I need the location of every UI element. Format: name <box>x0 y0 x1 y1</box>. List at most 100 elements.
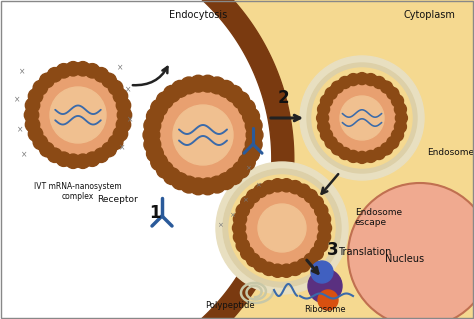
Circle shape <box>331 81 344 93</box>
Circle shape <box>300 56 424 180</box>
Circle shape <box>144 117 161 134</box>
Circle shape <box>47 148 62 162</box>
Circle shape <box>241 196 254 209</box>
Circle shape <box>159 91 247 179</box>
Circle shape <box>392 95 403 107</box>
Circle shape <box>271 264 284 277</box>
Circle shape <box>47 68 62 82</box>
Circle shape <box>246 253 260 266</box>
Text: ×: × <box>119 144 125 152</box>
Circle shape <box>258 204 306 252</box>
Circle shape <box>238 154 255 171</box>
Circle shape <box>25 117 40 132</box>
Circle shape <box>109 135 123 150</box>
Circle shape <box>381 81 392 93</box>
Circle shape <box>143 127 160 144</box>
Text: 2: 2 <box>278 89 290 107</box>
Circle shape <box>394 103 406 115</box>
Circle shape <box>356 152 368 163</box>
Circle shape <box>245 136 262 153</box>
Circle shape <box>223 169 341 287</box>
Circle shape <box>262 181 275 194</box>
Circle shape <box>151 154 168 171</box>
Circle shape <box>172 80 189 97</box>
Circle shape <box>216 162 348 294</box>
Circle shape <box>116 117 131 132</box>
Text: ×: × <box>14 95 20 105</box>
Text: Endosome
escape: Endosome escape <box>355 208 402 227</box>
Circle shape <box>232 221 246 234</box>
Circle shape <box>339 147 351 160</box>
Circle shape <box>56 63 71 78</box>
Circle shape <box>392 129 403 141</box>
Circle shape <box>40 142 54 157</box>
Text: ×: × <box>242 197 248 203</box>
Text: ×: × <box>127 115 133 124</box>
Text: Cytoplasm: Cytoplasm <box>403 10 455 20</box>
Circle shape <box>365 74 377 85</box>
Circle shape <box>318 103 329 115</box>
Circle shape <box>312 68 412 168</box>
Circle shape <box>339 77 351 88</box>
Circle shape <box>233 92 249 109</box>
Circle shape <box>262 262 275 275</box>
Circle shape <box>40 73 54 88</box>
Circle shape <box>325 137 337 149</box>
Circle shape <box>218 173 234 189</box>
Circle shape <box>151 100 168 116</box>
Circle shape <box>280 179 293 192</box>
Circle shape <box>226 85 243 102</box>
Circle shape <box>145 77 261 193</box>
Circle shape <box>315 204 328 217</box>
Text: ×: × <box>217 222 223 228</box>
Circle shape <box>102 73 116 88</box>
Circle shape <box>317 112 328 124</box>
Polygon shape <box>0 0 55 319</box>
Text: ×: × <box>245 165 251 171</box>
Circle shape <box>318 121 329 133</box>
Circle shape <box>26 63 130 167</box>
Circle shape <box>243 108 259 125</box>
Circle shape <box>234 180 330 276</box>
Circle shape <box>173 105 233 165</box>
Circle shape <box>66 154 80 168</box>
Circle shape <box>24 108 39 122</box>
Text: ×: × <box>255 182 261 188</box>
Circle shape <box>289 262 302 275</box>
Circle shape <box>320 95 332 107</box>
Text: ×: × <box>117 63 123 72</box>
Circle shape <box>315 239 328 252</box>
Polygon shape <box>55 0 294 319</box>
Circle shape <box>209 176 226 193</box>
Circle shape <box>181 176 197 193</box>
Text: 3: 3 <box>327 241 338 259</box>
Text: Receptor: Receptor <box>98 195 138 204</box>
Circle shape <box>113 127 128 141</box>
Circle shape <box>328 84 396 152</box>
Circle shape <box>218 80 234 97</box>
Circle shape <box>109 80 123 95</box>
Circle shape <box>318 212 330 226</box>
Circle shape <box>233 230 246 243</box>
Circle shape <box>116 98 131 113</box>
Circle shape <box>310 247 323 260</box>
Circle shape <box>85 152 100 167</box>
Circle shape <box>164 168 180 185</box>
Circle shape <box>297 184 310 197</box>
Circle shape <box>102 142 116 157</box>
Circle shape <box>66 62 80 76</box>
Circle shape <box>76 154 90 168</box>
Circle shape <box>356 73 368 85</box>
Circle shape <box>38 75 118 155</box>
Circle shape <box>310 196 323 209</box>
Text: ×: × <box>21 151 27 160</box>
Text: Polypeptide: Polypeptide <box>205 301 255 310</box>
Circle shape <box>33 80 47 95</box>
Circle shape <box>297 259 310 272</box>
Circle shape <box>348 183 474 319</box>
Circle shape <box>190 178 207 195</box>
Circle shape <box>395 112 407 124</box>
Circle shape <box>56 152 71 167</box>
Circle shape <box>394 121 406 133</box>
Circle shape <box>50 87 106 143</box>
